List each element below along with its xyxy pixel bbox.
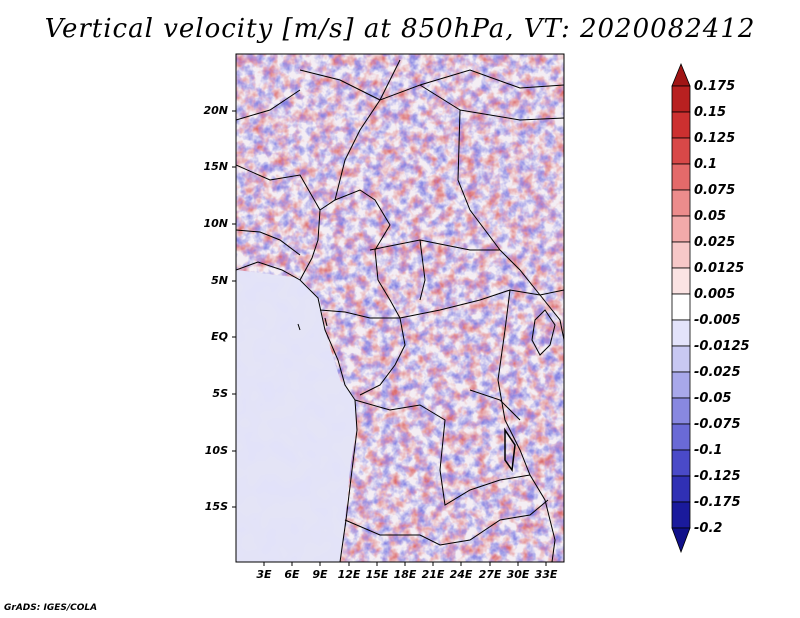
colorbar-label: 0.075 (694, 183, 736, 198)
colorbar-segment (671, 293, 691, 321)
lat-ticks (232, 110, 236, 508)
map-frame (235, 53, 565, 563)
grads-credit: GrADS: IGES/COLA (4, 603, 98, 613)
colorbar-label: 0.0125 (694, 261, 745, 276)
colorbar-label: -0.2 (694, 521, 723, 536)
lat-label: EQ (211, 330, 228, 343)
colorbar-cap-bottom (671, 527, 691, 554)
colorbar-segment (671, 475, 691, 503)
lon-ticks (263, 562, 547, 566)
lon-label: 33E (534, 568, 558, 581)
colorbar-segment (671, 345, 691, 373)
lon-label: 24E (449, 568, 473, 581)
lat-label: 15S (204, 500, 228, 513)
colorbar-cap-top (671, 62, 691, 87)
vertical-velocity-field (236, 54, 564, 562)
lon-label: 12E (337, 568, 361, 581)
colorbar-segment (671, 163, 691, 191)
colorbar-label: 0.125 (694, 131, 736, 146)
colorbar-label: -0.005 (694, 313, 741, 328)
colorbar-label: 0.005 (694, 287, 736, 302)
colorbar-label: -0.175 (694, 495, 741, 510)
colorbar-label: -0.1 (694, 443, 723, 458)
lon-label: 27E (478, 568, 502, 581)
colorbar-label: 0.025 (694, 235, 736, 250)
colorbar-label: -0.05 (694, 391, 732, 406)
colorbar-segment (671, 189, 691, 217)
lat-label: 20N (203, 104, 228, 117)
colorbar-segment (671, 501, 691, 529)
lat-label: 5S (212, 387, 228, 400)
colorbar-label: 0.15 (694, 105, 727, 120)
colorbar-segment (671, 423, 691, 451)
colorbar-label: -0.025 (694, 365, 741, 380)
colorbar-segment (671, 215, 691, 243)
lat-label: 5N (211, 274, 228, 287)
colorbar-label: -0.075 (694, 417, 741, 432)
colorbar-segment (671, 85, 691, 113)
colorbar-segment (671, 449, 691, 477)
plot-title: Vertical velocity [m/s] at 850hPa, VT: 2… (44, 14, 756, 44)
colorbar (671, 62, 691, 554)
lon-label: 3E (256, 568, 272, 581)
lon-label: 9E (312, 568, 328, 581)
lat-label: 10N (203, 217, 228, 230)
lat-label: 10S (204, 444, 228, 457)
lon-label: 15E (365, 568, 389, 581)
lon-label: 30E (506, 568, 530, 581)
colorbar-segment (671, 371, 691, 399)
lat-label: 15N (203, 160, 228, 173)
lon-label: 6E (284, 568, 300, 581)
colorbar-label: 0.1 (694, 157, 718, 172)
country-borders (236, 59, 564, 562)
colorbar-segment (671, 111, 691, 139)
colorbar-label: -0.125 (694, 469, 741, 484)
colorbar-label: 0.175 (694, 79, 736, 94)
lon-label: 21E (421, 568, 445, 581)
colorbar-segment (671, 319, 691, 347)
colorbar-label: 0.05 (694, 209, 727, 224)
colorbar-segment (671, 397, 691, 425)
colorbar-segment (671, 241, 691, 269)
colorbar-segment (671, 267, 691, 295)
lon-label: 18E (393, 568, 417, 581)
colorbar-label: -0.0125 (694, 339, 750, 354)
colorbar-segment (671, 137, 691, 165)
